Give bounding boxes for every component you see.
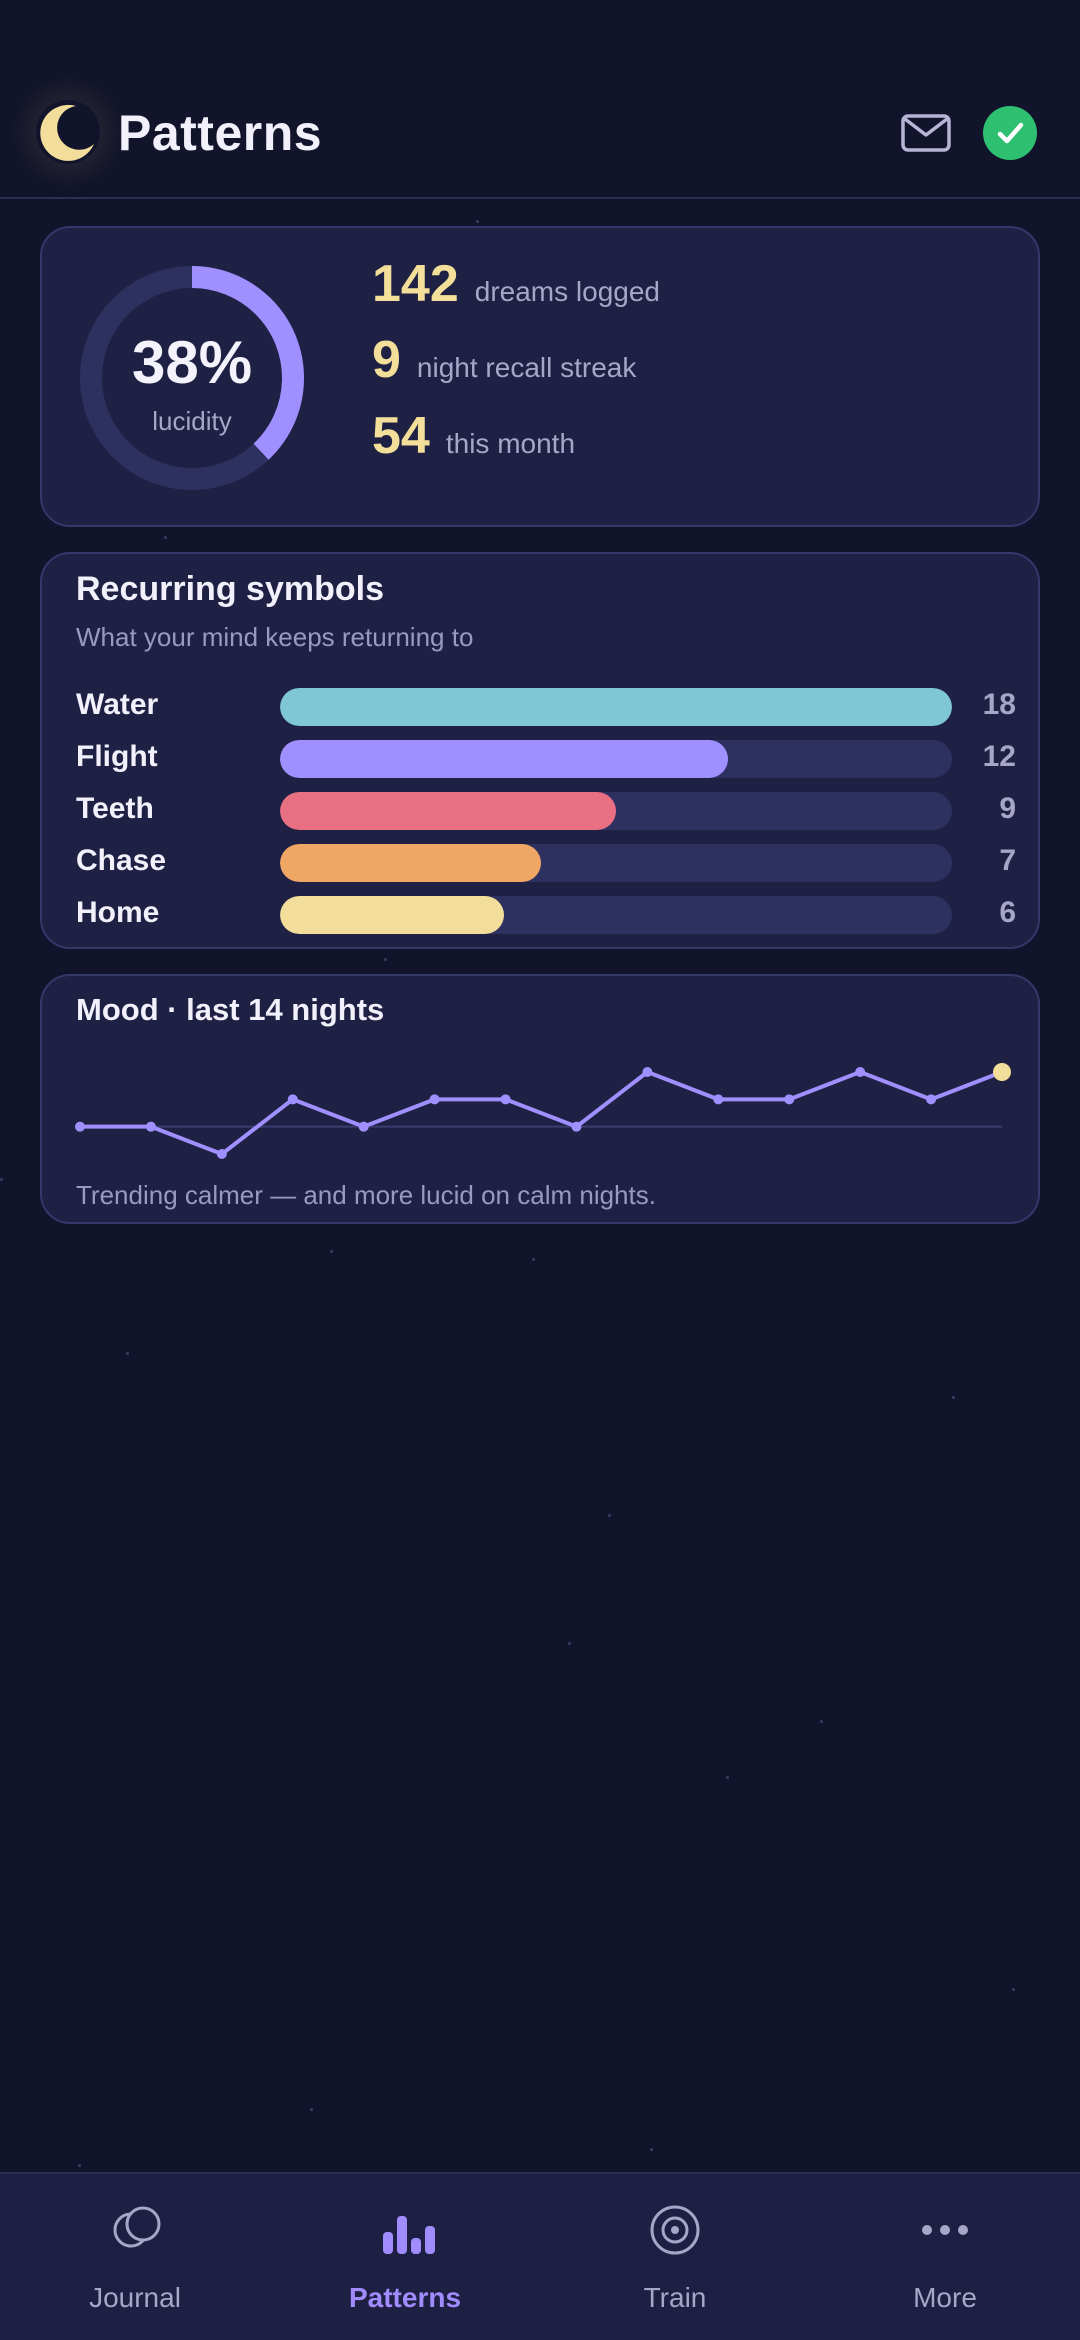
stat-label: dreams logged: [474, 276, 660, 307]
symbol-bar-track: [280, 792, 952, 830]
symbol-row-home[interactable]: Home 6: [76, 894, 1016, 934]
symbol-bar-fill: [280, 792, 616, 830]
mood-title: Mood · last 14 nights: [76, 992, 385, 1027]
mood-point: [75, 1121, 85, 1132]
stats-card: 38% lucidity 142 dreams logged 9 night r…: [40, 226, 1040, 527]
nav-label: Journal: [89, 2282, 181, 2313]
nav-label: More: [913, 2282, 977, 2313]
star-decoration: [568, 1642, 571, 1645]
symbol-bar-track: [280, 896, 952, 934]
symbol-row-chase[interactable]: Chase 7: [76, 842, 1016, 882]
mood-note: Trending calmer — and more lucid on calm…: [76, 1180, 656, 1210]
symbol-count: 9: [999, 792, 1016, 825]
stat-value: 54: [372, 407, 430, 465]
mood-point: [216, 1149, 227, 1159]
patterns-icon: [383, 2216, 435, 2254]
star-decoration: [384, 958, 387, 961]
star-decoration: [476, 220, 479, 223]
symbol-bar-track: [280, 688, 952, 726]
app-header: Patterns: [0, 0, 1080, 199]
symbol-bar-fill: [280, 896, 504, 934]
nav-item-patterns[interactable]: Patterns: [270, 2174, 540, 2340]
lucidity-ring-fill: [80, 266, 304, 490]
mood-point: [926, 1094, 937, 1105]
lucidity-label: lucidity: [152, 406, 232, 436]
star-decoration: [650, 2148, 653, 2151]
moon-icon: [36, 100, 100, 164]
symbol-bar-fill: [280, 740, 728, 778]
star-decoration: [1012, 1988, 1015, 1991]
star-decoration: [330, 1250, 333, 1253]
mood-card[interactable]: Mood · last 14 nights Trending calmer — …: [40, 974, 1040, 1224]
star-decoration: [726, 1776, 729, 1779]
mood-point: [571, 1121, 582, 1132]
page-title: Patterns: [118, 105, 323, 161]
star-decoration: [78, 2164, 81, 2167]
star-decoration: [164, 536, 167, 539]
symbol-count: 7: [999, 844, 1016, 877]
bottom-nav: Journal Patterns Train More: [0, 2172, 1080, 2340]
symbol-row-teeth[interactable]: Teeth 9: [76, 790, 1016, 830]
stat-value: 142: [372, 255, 459, 313]
mood-series-line: [80, 1070, 1003, 1156]
mood-point: [358, 1121, 369, 1132]
nav-item-journal[interactable]: Journal: [0, 2174, 270, 2340]
mood-point: [500, 1094, 511, 1105]
stat-label: this month: [445, 428, 576, 459]
symbol-name: Chase: [76, 844, 167, 877]
target-icon: [650, 2205, 700, 2255]
nav-label: Patterns: [348, 2282, 462, 2313]
star-decoration: [820, 1720, 823, 1723]
mood-point: [287, 1094, 298, 1105]
stat-recall-streak: 9 night recall streak: [372, 330, 636, 390]
lucidity-ring: [80, 266, 304, 490]
symbol-count: 18: [982, 688, 1016, 721]
symbol-name: Flight: [76, 740, 158, 773]
nav-label: Train: [643, 2282, 707, 2313]
symbol-bar-track: [280, 844, 952, 882]
star-decoration: [0, 1178, 3, 1181]
symbol-bar-fill: [280, 844, 542, 882]
stat-label: night recall streak: [416, 352, 637, 383]
symbol-bar-fill: [280, 688, 952, 726]
lucidity-percent: 38%: [131, 329, 253, 396]
star-decoration: [126, 1352, 129, 1355]
nav-item-train[interactable]: Train: [540, 2174, 810, 2340]
mood-line-chart: [75, 1063, 1011, 1159]
check-icon[interactable]: [983, 106, 1037, 160]
star-decoration: [952, 1396, 955, 1399]
journal-icon: [113, 2206, 161, 2248]
star-decoration: [310, 2108, 313, 2111]
star-decoration: [608, 1514, 611, 1517]
mood-point: [642, 1067, 653, 1077]
mood-point: [784, 1094, 795, 1105]
mood-point: [855, 1067, 866, 1077]
mood-point-latest: [993, 1063, 1011, 1081]
nav-item-more[interactable]: More: [810, 2174, 1080, 2340]
stat-value: 9: [372, 331, 401, 389]
symbol-bar-track: [280, 740, 952, 778]
symbol-name: Teeth: [76, 792, 154, 825]
mail-icon[interactable]: [901, 113, 951, 153]
symbol-name: Home: [76, 896, 160, 929]
more-icon: [922, 2225, 968, 2235]
recurring-symbols-card[interactable]: Recurring symbols What your mind keeps r…: [40, 552, 1040, 949]
stat-dreams-logged: 142 dreams logged: [372, 254, 660, 314]
symbol-name: Water: [76, 688, 159, 721]
symbol-row-water[interactable]: Water 18: [76, 686, 1016, 726]
stat-this-month: 54 this month: [372, 406, 575, 466]
mood-point: [429, 1094, 440, 1105]
symbols-title: Recurring symbols: [76, 570, 384, 608]
mood-point: [145, 1121, 156, 1132]
symbol-count: 12: [982, 740, 1016, 773]
symbols-subtitle: What your mind keeps returning to: [76, 622, 474, 652]
star-decoration: [532, 1258, 535, 1261]
mood-point: [713, 1094, 724, 1105]
symbol-row-flight[interactable]: Flight 12: [76, 738, 1016, 778]
symbol-count: 6: [999, 896, 1016, 929]
